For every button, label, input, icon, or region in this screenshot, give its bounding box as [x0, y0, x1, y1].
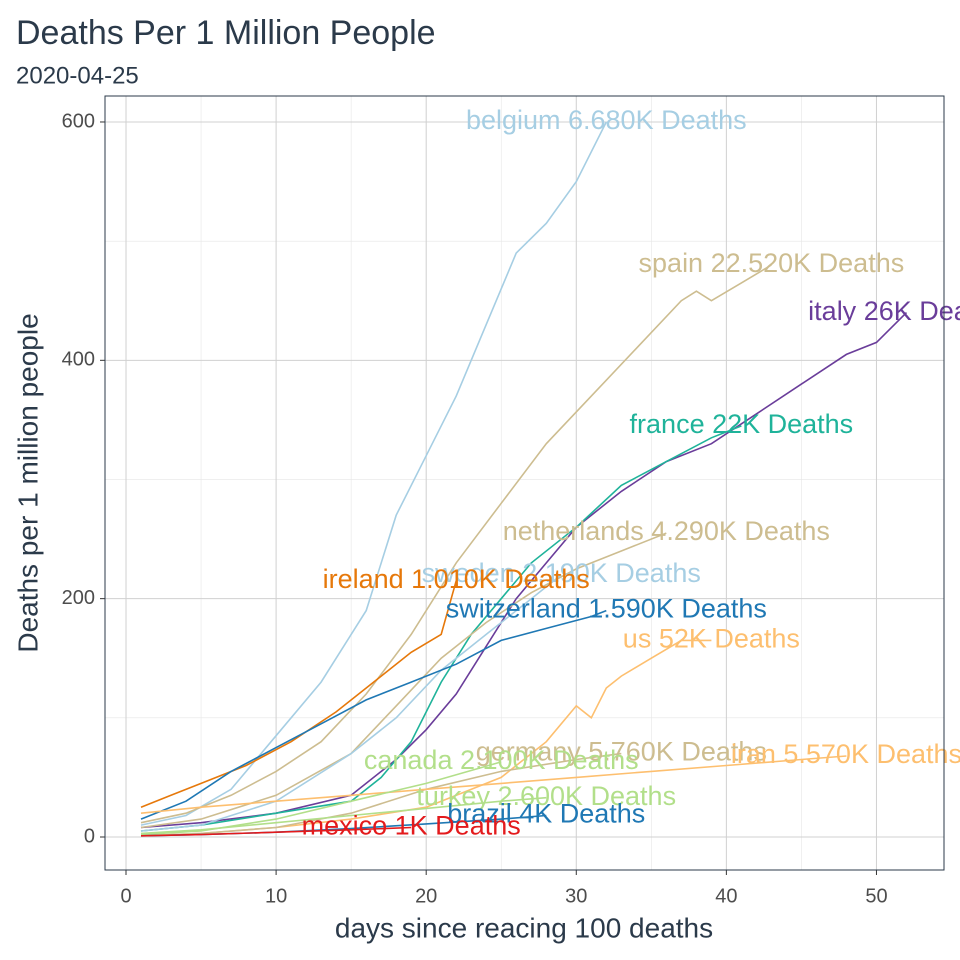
series-label: germany 5.760K Deaths — [476, 737, 767, 767]
series-line — [140, 264, 772, 824]
series-label: brazil 4K Deaths — [447, 799, 645, 829]
series-line — [140, 121, 608, 826]
series-line — [140, 639, 712, 837]
x-tick-label: 0 — [120, 885, 131, 907]
series-line — [140, 752, 622, 837]
x-tick-label: 20 — [415, 885, 437, 907]
y-axis-label: Deaths per 1 million people — [12, 313, 43, 652]
grid: 0 10 20 30 40 50 0 200 400 600 — [62, 96, 944, 907]
x-tick-label: 50 — [865, 885, 887, 907]
series-label: belgium 6.680K Deaths — [466, 105, 747, 135]
y-tick-label: 200 — [62, 587, 95, 609]
x-tick-label: 40 — [715, 885, 737, 907]
series-line — [140, 574, 562, 832]
series-label: switzerland 1.590K Deaths — [446, 594, 767, 624]
series-label: turkey 2.600K Deaths — [416, 781, 676, 811]
series-line — [140, 580, 457, 808]
series-label: canada 2.100K Deaths — [364, 745, 639, 775]
series-label: spain 22.520K Deaths — [639, 248, 905, 278]
labels: belgium 6.680K Deaths spain 22.520K Death… — [302, 105, 960, 840]
series-label: sweden 2.190K Deaths — [422, 558, 701, 588]
x-tick-label: 10 — [265, 885, 287, 907]
series-line — [140, 796, 547, 835]
series-line — [140, 755, 847, 814]
y-tick-label: 600 — [62, 110, 95, 132]
series-label: netherlands 4.290K Deaths — [503, 516, 830, 546]
series-line — [140, 826, 412, 837]
series-label: italy 26K Deaths — [808, 296, 960, 326]
y-tick-label: 0 — [84, 825, 95, 847]
series-label: us 52K Deaths — [623, 623, 800, 653]
x-axis-label: days since reacing 100 deaths — [335, 912, 713, 943]
series-label: ireland 1.010K Deaths — [323, 564, 590, 594]
panel-border — [104, 95, 945, 871]
series-label: iran 5.570K Deaths — [731, 739, 960, 769]
chart-subtitle: 2020-04-25 — [16, 62, 139, 89]
series-label: france 22K Deaths — [630, 409, 854, 439]
lines — [140, 121, 908, 837]
x-tick-label: 30 — [565, 885, 587, 907]
series-label: mexico 1K Deaths — [302, 811, 521, 841]
chart-title: Deaths Per 1 Million People — [16, 14, 436, 52]
series-line — [140, 609, 607, 820]
series-line — [140, 761, 502, 836]
y-tick-label: 400 — [62, 349, 95, 371]
